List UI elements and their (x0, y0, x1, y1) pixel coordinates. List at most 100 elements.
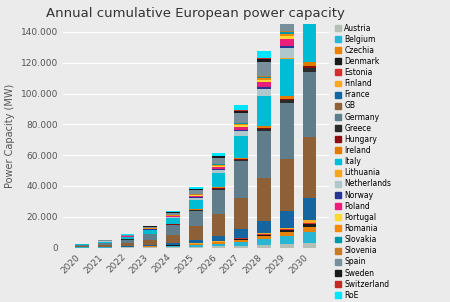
Bar (121, 236, 134, 237)
Bar (303, 243, 316, 248)
Bar (166, 246, 180, 247)
Bar (257, 82, 271, 87)
Bar (280, 46, 294, 48)
Bar (234, 130, 248, 131)
Bar (303, 220, 316, 223)
Bar (98, 243, 112, 245)
Bar (212, 190, 225, 214)
Bar (303, 72, 316, 137)
Bar (280, 48, 294, 58)
Bar (166, 216, 180, 217)
Bar (75, 246, 89, 247)
Bar (280, 34, 294, 36)
Bar (234, 198, 248, 229)
Bar (257, 239, 271, 245)
Bar (303, 226, 316, 232)
Bar (257, 59, 271, 62)
Bar (234, 161, 248, 198)
Bar (121, 234, 134, 235)
Bar (280, 230, 294, 232)
Bar (144, 226, 157, 227)
Bar (280, 229, 294, 230)
Bar (212, 242, 225, 243)
Bar (257, 131, 271, 178)
Bar (189, 243, 202, 244)
Bar (280, 211, 294, 227)
Bar (257, 221, 271, 233)
Bar (303, 66, 316, 68)
Bar (189, 245, 202, 247)
Bar (212, 189, 225, 190)
Bar (166, 247, 180, 248)
Bar (144, 246, 157, 247)
Bar (303, 2, 316, 14)
Bar (234, 110, 248, 111)
Bar (189, 226, 202, 240)
Bar (166, 215, 180, 216)
Bar (144, 230, 157, 233)
Bar (303, 15, 316, 62)
Bar (234, 239, 248, 240)
Bar (121, 237, 134, 239)
Bar (189, 240, 202, 243)
Bar (280, 6, 294, 8)
Bar (234, 238, 248, 239)
Bar (280, 244, 294, 248)
Bar (280, 0, 294, 6)
Bar (75, 245, 89, 246)
Bar (189, 196, 202, 198)
Bar (144, 234, 157, 240)
Bar (144, 240, 157, 245)
Bar (257, 78, 271, 80)
Bar (144, 227, 157, 228)
Bar (166, 235, 180, 243)
Bar (234, 125, 248, 127)
Bar (189, 190, 202, 194)
Bar (212, 188, 225, 189)
Bar (280, 31, 294, 32)
Bar (303, 224, 316, 226)
Bar (234, 123, 248, 124)
Bar (166, 213, 180, 215)
Bar (189, 198, 202, 200)
Bar (280, 159, 294, 211)
Bar (121, 239, 134, 243)
Bar (212, 214, 225, 236)
Bar (234, 240, 248, 242)
Bar (189, 211, 202, 226)
Bar (257, 80, 271, 82)
Bar (98, 242, 112, 243)
Bar (189, 195, 202, 196)
Bar (280, 58, 294, 59)
Bar (166, 211, 180, 212)
Bar (212, 156, 225, 158)
Bar (257, 58, 271, 59)
Bar (303, 232, 316, 243)
Bar (257, 77, 271, 78)
Bar (303, 137, 316, 198)
Bar (212, 244, 225, 246)
Bar (189, 244, 202, 245)
Bar (212, 164, 225, 165)
Bar (144, 229, 157, 230)
Bar (144, 245, 157, 246)
Bar (280, 95, 294, 99)
Bar (257, 129, 271, 131)
Bar (166, 212, 180, 213)
Bar (121, 246, 134, 247)
Bar (303, 68, 316, 72)
Bar (189, 189, 202, 190)
Bar (280, 99, 294, 101)
Bar (212, 169, 225, 170)
Bar (280, 101, 294, 103)
Bar (280, 232, 294, 236)
Bar (98, 245, 112, 247)
Bar (257, 87, 271, 89)
Bar (234, 237, 248, 238)
Bar (166, 218, 180, 224)
Bar (212, 173, 225, 187)
Bar (280, 236, 294, 244)
Bar (303, 223, 316, 224)
Bar (257, 236, 271, 239)
Bar (189, 187, 202, 189)
